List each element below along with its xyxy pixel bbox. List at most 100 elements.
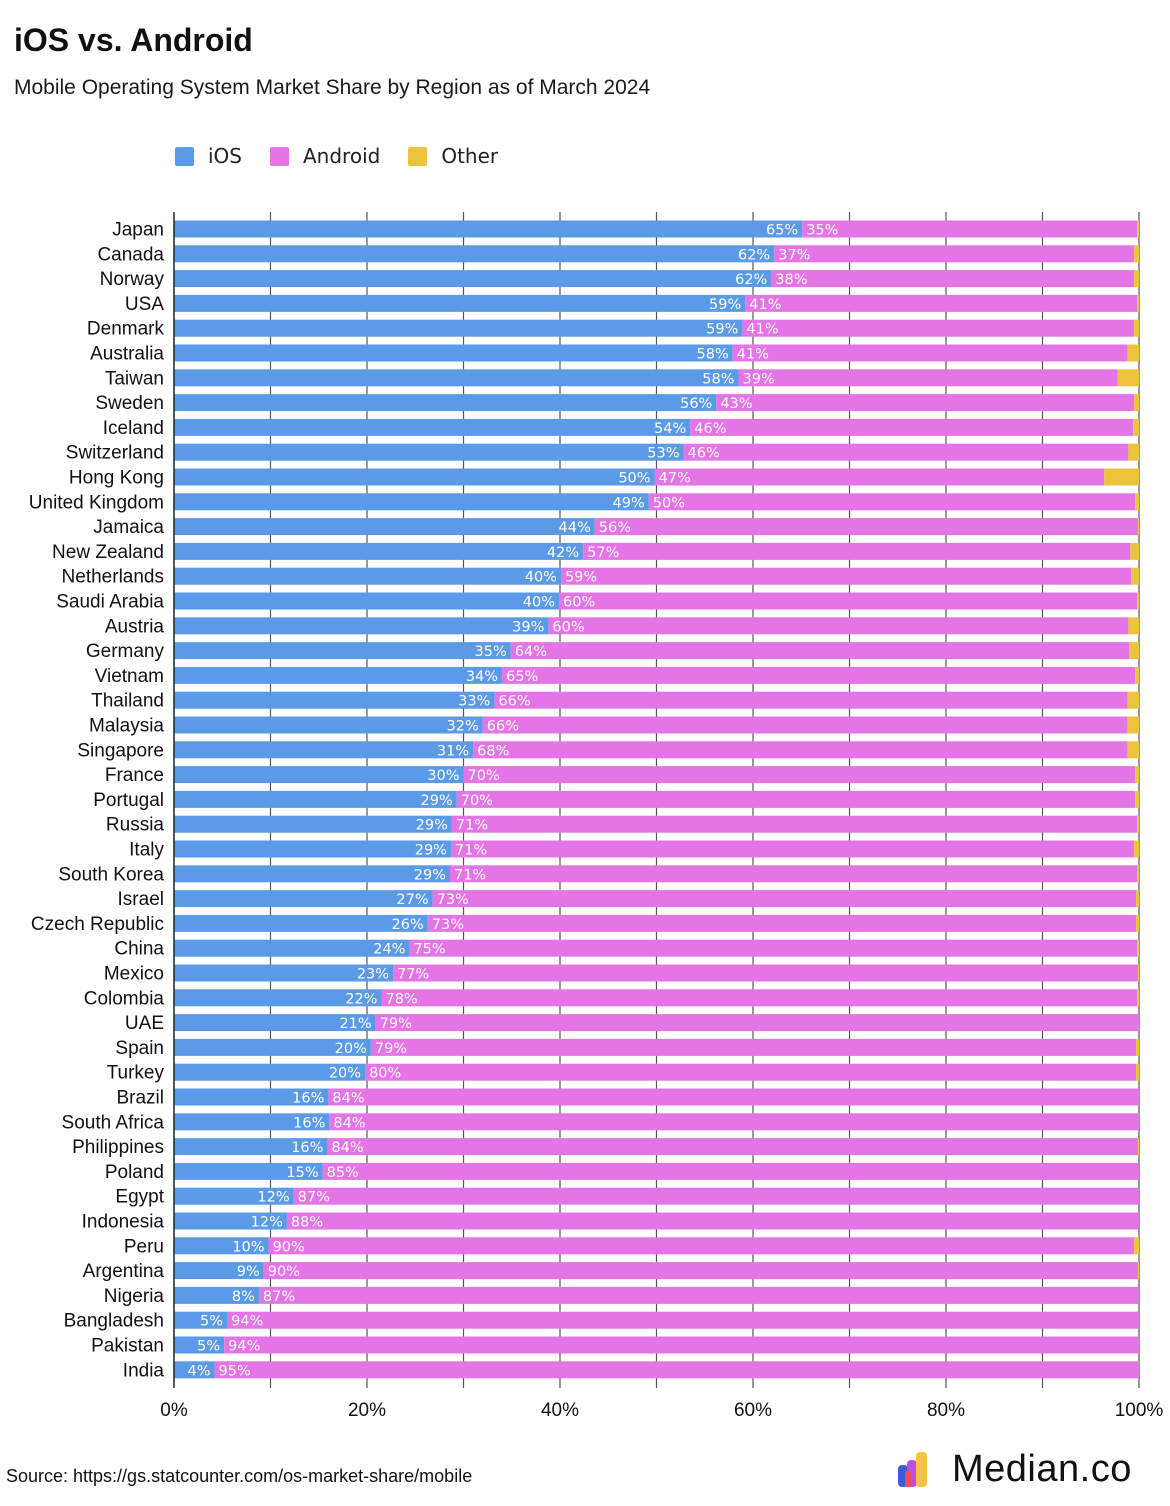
bar-segment-android	[214, 1361, 1139, 1379]
bar-row: 32% 66%	[174, 716, 1139, 735]
data-label-ios: 24%	[373, 942, 405, 958]
category-label: Philippines	[72, 1137, 164, 1158]
category-label: Spain	[115, 1038, 164, 1059]
bar-row: 53% 46%	[174, 443, 1139, 462]
category-label: Canada	[97, 244, 164, 265]
x-tick-label: 0%	[160, 1400, 188, 1421]
data-label-android: 71%	[456, 818, 488, 834]
data-label-ios: 16%	[293, 1115, 325, 1131]
category-label: Vietnam	[95, 666, 164, 687]
category-label: Iceland	[103, 418, 164, 439]
data-label-android: 78%	[385, 991, 417, 1007]
x-tick-label: 60%	[734, 1400, 772, 1421]
bar-segment-other	[1136, 1063, 1139, 1081]
data-label-android: 85%	[327, 1165, 359, 1181]
data-label-android: 87%	[263, 1289, 295, 1305]
bar-segment-ios	[174, 865, 450, 883]
data-label-ios: 16%	[291, 1140, 323, 1156]
median-logo-icon	[898, 1451, 927, 1487]
data-label-ios: 44%	[559, 520, 591, 536]
bar-row: 44% 56%	[174, 518, 1139, 536]
category-label: Nigeria	[104, 1286, 165, 1307]
x-tick-label: 80%	[927, 1400, 965, 1421]
data-label-ios: 62%	[735, 272, 767, 288]
data-label-ios: 29%	[415, 843, 447, 859]
data-label-android: 41%	[746, 322, 778, 338]
bar-segment-ios	[174, 1286, 259, 1304]
bar-segment-android	[451, 815, 1138, 833]
source-note: Source: https://gs.statcounter.com/os-ma…	[6, 1466, 473, 1486]
bar-segment-ios	[174, 1262, 264, 1280]
bar-segment-other	[1128, 443, 1139, 461]
bar-segment-android	[286, 1212, 1139, 1230]
data-label-ios: 29%	[421, 793, 453, 809]
bar-segment-other	[1137, 989, 1139, 1007]
data-label-android: 41%	[737, 347, 769, 363]
data-label-android: 60%	[552, 619, 584, 635]
bar-segment-other	[1134, 270, 1139, 288]
category-label: Brazil	[116, 1088, 164, 1109]
data-label-android: 94%	[228, 1339, 260, 1355]
category-label: Singapore	[77, 740, 164, 761]
data-label-android: 39%	[743, 371, 775, 387]
data-label-ios: 40%	[525, 570, 557, 586]
bar-segment-ios	[174, 1038, 371, 1056]
data-label-ios: 59%	[706, 322, 738, 338]
bar-segment-android	[482, 716, 1128, 734]
data-label-android: 73%	[432, 917, 464, 933]
bar-row: 62% 38%	[174, 270, 1139, 288]
data-label-android: 80%	[369, 1066, 401, 1082]
bar-segment-android	[690, 418, 1134, 436]
bar-segment-ios	[174, 1063, 366, 1081]
legend-label-android: Android	[303, 144, 381, 168]
category-label: Taiwan	[105, 368, 164, 389]
data-label-ios: 16%	[292, 1091, 324, 1107]
legend-item-ios: iOS	[175, 144, 242, 168]
category-labels: Japan Canada Norway USA Denmark Australia Taiw…	[29, 220, 165, 1382]
brand-logo: Median.co	[896, 1448, 1132, 1491]
data-label-ios: 32%	[447, 719, 479, 735]
bar-segment-android	[548, 617, 1129, 635]
category-label: Pakistan	[91, 1336, 164, 1357]
bar-segment-android	[409, 939, 1138, 957]
data-label-android: 70%	[461, 793, 493, 809]
bar-segment-other	[1135, 766, 1139, 784]
bar-row: 4% 95%	[174, 1361, 1139, 1379]
category-label: Mexico	[104, 964, 164, 985]
category-label: Japan	[112, 220, 164, 241]
legend-swatch-ios	[175, 146, 194, 166]
bar-row: 58% 41%	[174, 344, 1139, 363]
bar-segment-android	[365, 1063, 1137, 1081]
legend-label-ios: iOS	[208, 144, 242, 168]
bar-row: 62% 37%	[174, 245, 1139, 263]
bar-segment-other	[1134, 840, 1139, 858]
bar-segment-ios	[174, 939, 410, 957]
bar-segment-android	[473, 741, 1128, 759]
category-label: South Africa	[62, 1112, 165, 1133]
category-label: Switzerland	[66, 443, 164, 464]
bar-segment-android	[560, 567, 1132, 585]
bar-segment-android	[375, 1014, 1139, 1032]
bar-segment-android	[502, 666, 1136, 684]
bar-segment-other	[1117, 369, 1139, 387]
bar-row: 29% 71%	[174, 865, 1139, 883]
bar-segment-other	[1134, 394, 1139, 412]
category-label: Australia	[90, 344, 164, 365]
bar-row: 30% 70%	[174, 766, 1139, 784]
bar-row: 10% 90%	[174, 1237, 1139, 1255]
bar-segment-android	[463, 766, 1136, 784]
category-label: Portugal	[93, 790, 164, 811]
data-label-ios: 35%	[475, 644, 507, 660]
bar-row: 15% 85%	[174, 1162, 1139, 1181]
data-label-android: 43%	[720, 396, 752, 412]
bar-row: 16% 84%	[174, 1113, 1139, 1131]
bar-row: 12% 87%	[174, 1187, 1139, 1206]
bar-segment-ios	[174, 617, 549, 635]
x-tick-label: 40%	[541, 1400, 579, 1421]
bar-segment-android	[774, 245, 1135, 263]
bar-segment-other	[1136, 914, 1139, 932]
data-label-ios: 40%	[523, 595, 555, 611]
bar-segment-ios	[174, 567, 561, 585]
bar-segment-ios	[174, 1014, 376, 1032]
data-label-ios: 8%	[232, 1289, 255, 1305]
